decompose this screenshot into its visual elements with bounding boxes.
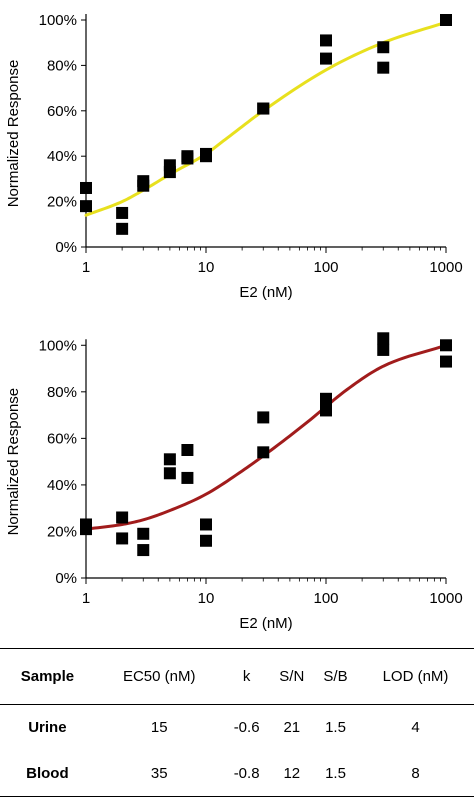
- y-tick-label: 80%: [47, 384, 77, 401]
- data-point: [80, 523, 92, 536]
- data-point: [137, 544, 150, 557]
- cell-sn: 21: [283, 719, 301, 737]
- cell-sample: Blood: [0, 750, 95, 797]
- x-tick-label: 10: [198, 590, 215, 607]
- data-point: [181, 444, 194, 456]
- data-point: [181, 152, 194, 165]
- data-point: [116, 222, 129, 235]
- y-axis-label: Normalized Response: [5, 388, 22, 536]
- data-point: [440, 339, 452, 352]
- header-k: k: [223, 648, 270, 705]
- data-point: [80, 200, 92, 213]
- fit-curve: [84, 343, 448, 531]
- data-point: [440, 355, 452, 368]
- data-point: [163, 166, 176, 179]
- chart-blood: 0% 20% 40% 60% 80% 100% 1 10 100 1000 E2 (nM) Norma…: [0, 322, 474, 649]
- y-tick-label: 20%: [47, 194, 77, 211]
- cell-lod: 8: [357, 750, 474, 797]
- cell-lod: 4: [411, 719, 420, 737]
- results-table-grid: Sample EC50 (nM) k S/N S/B LOD (nM) Urin…: [0, 648, 474, 797]
- data-point: [116, 206, 129, 219]
- y-axis-label: Normalized Response: [5, 60, 22, 208]
- y-tick-label: 60%: [47, 103, 77, 120]
- cell-k: -0.6: [233, 719, 260, 737]
- header-ec50: EC50 (nM): [94, 648, 224, 705]
- y-tick-label: 20%: [47, 523, 77, 540]
- x-tick-label: 1: [82, 590, 90, 607]
- cell-ec50: 15: [150, 719, 168, 737]
- y-tick-label: 60%: [47, 430, 77, 447]
- cell-ec50: 35: [94, 750, 224, 797]
- data-point: [320, 392, 332, 405]
- header-sn: S/N: [269, 648, 315, 705]
- data-point: [377, 332, 390, 345]
- data-point: [377, 41, 390, 54]
- x-tick-label: 1000: [429, 590, 462, 607]
- data-point: [137, 527, 150, 540]
- y-tick-label: 0%: [55, 570, 77, 587]
- cell-k: -0.8: [223, 750, 270, 797]
- data-point: [116, 532, 129, 545]
- y-tick-label: 40%: [47, 148, 77, 165]
- data-point: [200, 518, 212, 531]
- data-point: [200, 150, 212, 163]
- results-table: Sample EC50 (nM) k S/N S/B LOD (nM) Urin…: [0, 648, 474, 797]
- x-tick-label: 100: [313, 590, 338, 607]
- x-tick-label: 10: [198, 259, 215, 276]
- y-tick-label: 0%: [55, 239, 77, 256]
- header-sample: Sample: [0, 648, 95, 705]
- fit-curve: [84, 20, 448, 217]
- table-header-row: Sample EC50 (nM) k S/N S/B LOD (nM): [0, 648, 474, 705]
- data-point: [320, 404, 332, 417]
- data-point: [137, 179, 150, 192]
- y-tick-label: 100%: [39, 12, 77, 29]
- x-axis-label: E2 (nM): [239, 284, 292, 301]
- data-point: [257, 411, 270, 424]
- data-point: [257, 102, 270, 115]
- data-point: [116, 511, 129, 524]
- data-point: [257, 446, 270, 459]
- data-point: [163, 467, 176, 480]
- header-sb: S/B: [314, 648, 357, 705]
- data-point: [80, 181, 92, 194]
- y-tick-label: 100%: [39, 337, 77, 354]
- x-tick-label: 100: [313, 259, 338, 276]
- data-point: [320, 52, 332, 65]
- x-axis-label: E2 (nM): [239, 615, 292, 632]
- chart-urine: 0% 20% 40% 60% 80% 100% 1 10 100 1000 E2 (nM) Norma…: [0, 0, 474, 323]
- table-row: Urine 15 -0.6 21 1.5 4: [0, 705, 474, 751]
- x-tick-label: 1: [82, 259, 90, 276]
- cell-sample: Urine: [28, 719, 67, 737]
- data-point: [440, 14, 452, 26]
- table-row: Blood 35 -0.8 12 1.5 8: [0, 750, 474, 797]
- data-point: [320, 34, 332, 47]
- y-tick-label: 80%: [47, 57, 77, 74]
- y-tick-label: 40%: [47, 477, 77, 494]
- x-tick-label: 1000: [429, 259, 462, 276]
- cell-sn: 12: [269, 750, 315, 797]
- cell-sb: 1.5: [314, 750, 357, 797]
- data-point: [377, 343, 390, 356]
- cell-sb: 1.5: [325, 719, 346, 737]
- data-point: [181, 471, 194, 484]
- data-point: [163, 453, 176, 466]
- data-point: [377, 61, 390, 74]
- data-point: [200, 534, 212, 547]
- chart-urine-svg: 0% 20% 40% 60% 80% 100% 1 10 100 1000 E2 (nM) Norma…: [5, 12, 463, 301]
- chart-blood-svg: 0% 20% 40% 60% 80% 100% 1 10 100 1000 E2 (nM) Norma…: [5, 332, 463, 632]
- header-lod: LOD (nM): [357, 648, 474, 705]
